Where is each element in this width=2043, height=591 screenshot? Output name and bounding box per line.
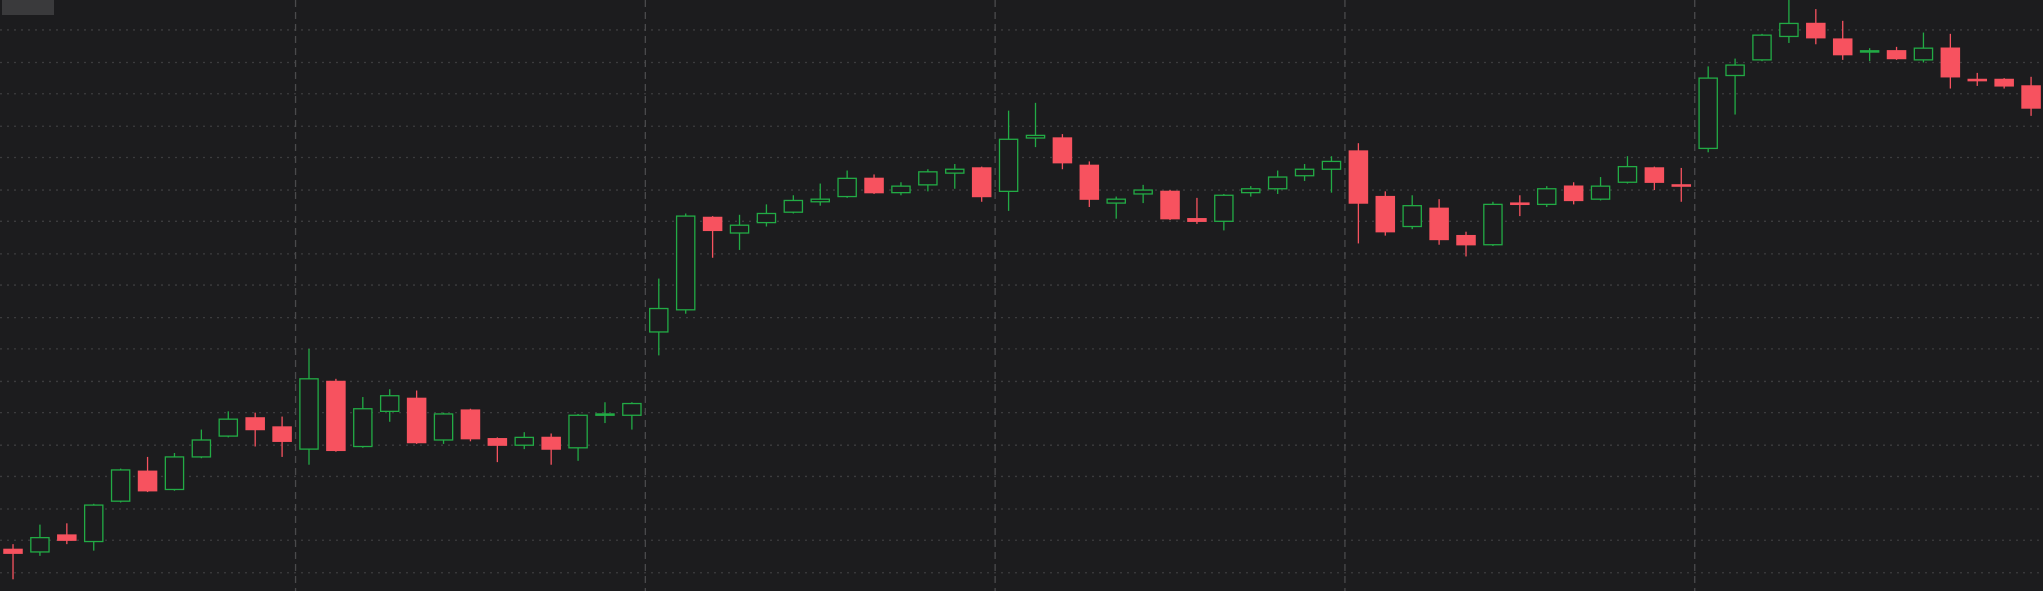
candle-body bbox=[164, 456, 185, 491]
candle-body bbox=[1994, 78, 2014, 87]
candle-body bbox=[487, 438, 508, 446]
candle-body bbox=[918, 171, 938, 186]
candle-body bbox=[1806, 22, 1826, 39]
candle-body bbox=[299, 378, 319, 450]
candle-body bbox=[541, 436, 561, 450]
candle-body bbox=[1563, 185, 1584, 202]
candle-body bbox=[218, 418, 239, 437]
candle-body bbox=[57, 534, 77, 541]
candle-body bbox=[1967, 78, 1988, 82]
candle-body bbox=[1725, 64, 1745, 77]
candle-body bbox=[1617, 165, 1638, 183]
candle-body bbox=[460, 409, 481, 440]
candle-body bbox=[1779, 22, 1799, 38]
candle-body bbox=[326, 380, 346, 452]
candle-body bbox=[945, 168, 965, 174]
candle-body bbox=[1025, 134, 1046, 139]
candle-body bbox=[998, 138, 1019, 193]
candle-body bbox=[272, 426, 292, 442]
candle-body bbox=[649, 307, 669, 333]
candle-body bbox=[1079, 164, 1100, 200]
candle-body bbox=[1187, 218, 1207, 222]
candle-body bbox=[1644, 167, 1665, 183]
candle-body bbox=[1160, 190, 1180, 220]
candle-body bbox=[191, 439, 212, 458]
candle-body bbox=[971, 167, 992, 198]
candle-body bbox=[1886, 50, 1907, 60]
candle-body bbox=[1590, 185, 1611, 200]
candle-body bbox=[1456, 234, 1476, 246]
candles bbox=[3, 0, 2041, 580]
candle-body bbox=[83, 504, 104, 543]
candle-body bbox=[595, 413, 615, 416]
candle-body bbox=[675, 215, 696, 311]
candle-body bbox=[1133, 189, 1153, 195]
candle-body bbox=[1859, 50, 1880, 53]
candle-body bbox=[30, 536, 50, 553]
candle-body bbox=[1106, 198, 1126, 204]
candle-body bbox=[1052, 137, 1073, 164]
candle-body bbox=[1483, 203, 1503, 246]
candle-body bbox=[514, 436, 535, 446]
candle-body bbox=[810, 198, 831, 203]
candle-body bbox=[1429, 207, 1449, 241]
candle-body bbox=[1536, 188, 1557, 206]
candle-body bbox=[1348, 150, 1369, 204]
candle-body bbox=[702, 216, 723, 232]
candle-body bbox=[568, 414, 588, 449]
candle-body bbox=[1267, 176, 1288, 190]
candle-body bbox=[3, 548, 23, 554]
candle-body bbox=[1510, 202, 1530, 206]
candle-body bbox=[137, 470, 158, 492]
candle-body bbox=[110, 469, 131, 502]
candle-body bbox=[433, 413, 454, 441]
candle-body bbox=[783, 199, 804, 213]
candle-body bbox=[353, 408, 373, 448]
candle-body bbox=[379, 395, 400, 413]
candle-body bbox=[1375, 195, 1396, 233]
candle-body bbox=[406, 397, 427, 444]
candle-body bbox=[1752, 34, 1772, 61]
candle-body bbox=[1913, 47, 1934, 61]
candle-body bbox=[1698, 77, 1718, 150]
candle-body bbox=[622, 402, 642, 416]
candle-body bbox=[1240, 188, 1261, 194]
candle-body bbox=[729, 224, 750, 234]
candle-body bbox=[1671, 184, 1692, 187]
corner-icon[interactable] bbox=[2, 0, 54, 15]
candle-body bbox=[1321, 160, 1342, 170]
candle-body bbox=[837, 177, 857, 198]
candle-body bbox=[1402, 205, 1422, 228]
candle-body bbox=[1940, 47, 1961, 78]
candle-body bbox=[891, 185, 911, 194]
candle-body bbox=[2021, 85, 2041, 109]
candle-body bbox=[245, 417, 265, 431]
candle-body bbox=[864, 177, 884, 194]
candle-body bbox=[1214, 194, 1234, 222]
candle-body bbox=[1294, 168, 1315, 177]
candle-body bbox=[1832, 38, 1853, 56]
candle-body bbox=[756, 212, 777, 224]
